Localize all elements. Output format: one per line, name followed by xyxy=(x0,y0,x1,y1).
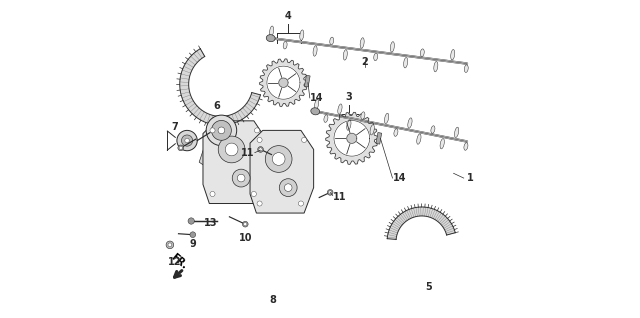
Ellipse shape xyxy=(390,42,394,52)
Circle shape xyxy=(210,191,215,197)
Circle shape xyxy=(252,191,257,197)
Polygon shape xyxy=(305,75,310,87)
Ellipse shape xyxy=(408,118,412,128)
Text: 11: 11 xyxy=(333,191,346,202)
Circle shape xyxy=(258,147,264,152)
Circle shape xyxy=(206,115,237,146)
Circle shape xyxy=(211,121,231,140)
Polygon shape xyxy=(260,59,307,107)
Circle shape xyxy=(210,128,215,133)
Circle shape xyxy=(301,137,307,142)
Ellipse shape xyxy=(338,104,342,114)
Circle shape xyxy=(218,127,225,134)
Text: 11: 11 xyxy=(241,148,255,158)
Ellipse shape xyxy=(374,53,378,61)
Ellipse shape xyxy=(311,108,319,115)
Circle shape xyxy=(272,153,285,165)
Polygon shape xyxy=(376,133,381,144)
Polygon shape xyxy=(387,207,455,239)
Circle shape xyxy=(328,191,332,194)
Ellipse shape xyxy=(454,127,459,137)
Ellipse shape xyxy=(343,50,348,60)
Circle shape xyxy=(218,136,245,163)
Text: 12: 12 xyxy=(168,257,182,267)
Text: 9: 9 xyxy=(189,239,196,249)
Circle shape xyxy=(244,223,247,226)
Circle shape xyxy=(166,241,173,249)
Circle shape xyxy=(257,201,262,206)
Circle shape xyxy=(168,243,172,247)
Ellipse shape xyxy=(420,49,424,57)
Circle shape xyxy=(259,148,262,151)
Circle shape xyxy=(225,143,238,156)
Circle shape xyxy=(185,138,189,143)
Ellipse shape xyxy=(330,37,333,45)
Ellipse shape xyxy=(360,38,364,48)
Circle shape xyxy=(177,130,197,151)
Text: 2: 2 xyxy=(361,57,368,67)
Ellipse shape xyxy=(300,30,304,40)
Ellipse shape xyxy=(417,134,421,144)
Ellipse shape xyxy=(431,126,435,133)
Ellipse shape xyxy=(440,139,444,149)
Polygon shape xyxy=(334,121,370,156)
Polygon shape xyxy=(326,112,378,164)
Text: 1: 1 xyxy=(467,173,474,183)
Polygon shape xyxy=(267,66,300,99)
Ellipse shape xyxy=(434,61,438,72)
Text: 10: 10 xyxy=(239,233,252,243)
Circle shape xyxy=(279,179,297,197)
Circle shape xyxy=(188,218,195,224)
Polygon shape xyxy=(199,130,228,169)
Polygon shape xyxy=(203,121,267,204)
Circle shape xyxy=(232,169,250,187)
Circle shape xyxy=(327,190,333,195)
Circle shape xyxy=(257,137,262,142)
Ellipse shape xyxy=(361,112,365,119)
Ellipse shape xyxy=(283,41,287,49)
Text: 3: 3 xyxy=(345,92,352,102)
Text: 7: 7 xyxy=(172,122,179,132)
Ellipse shape xyxy=(269,26,274,37)
Ellipse shape xyxy=(451,50,455,60)
Ellipse shape xyxy=(313,46,317,56)
Polygon shape xyxy=(250,130,314,213)
Text: 6: 6 xyxy=(213,101,220,111)
Polygon shape xyxy=(347,133,356,143)
Circle shape xyxy=(178,145,184,151)
Text: 5: 5 xyxy=(426,282,432,292)
Circle shape xyxy=(266,146,292,172)
Text: 14: 14 xyxy=(392,173,406,183)
Ellipse shape xyxy=(324,115,328,122)
Ellipse shape xyxy=(314,99,319,110)
Ellipse shape xyxy=(404,58,408,68)
Ellipse shape xyxy=(347,120,351,130)
Ellipse shape xyxy=(266,35,275,42)
Text: 4: 4 xyxy=(285,11,292,21)
Circle shape xyxy=(298,201,303,206)
Text: 8: 8 xyxy=(269,295,276,305)
Circle shape xyxy=(284,184,292,191)
Ellipse shape xyxy=(370,125,374,135)
Ellipse shape xyxy=(464,143,468,150)
Ellipse shape xyxy=(464,65,468,73)
Text: FR.: FR. xyxy=(168,252,189,271)
Text: 13: 13 xyxy=(204,218,218,228)
Circle shape xyxy=(182,135,193,146)
Circle shape xyxy=(255,128,260,133)
Text: 14: 14 xyxy=(310,93,323,103)
Ellipse shape xyxy=(385,113,388,123)
Ellipse shape xyxy=(394,129,398,136)
Circle shape xyxy=(179,146,182,149)
Circle shape xyxy=(243,221,248,227)
Polygon shape xyxy=(279,78,288,87)
Circle shape xyxy=(190,232,196,238)
Polygon shape xyxy=(180,49,260,125)
Circle shape xyxy=(237,174,245,182)
